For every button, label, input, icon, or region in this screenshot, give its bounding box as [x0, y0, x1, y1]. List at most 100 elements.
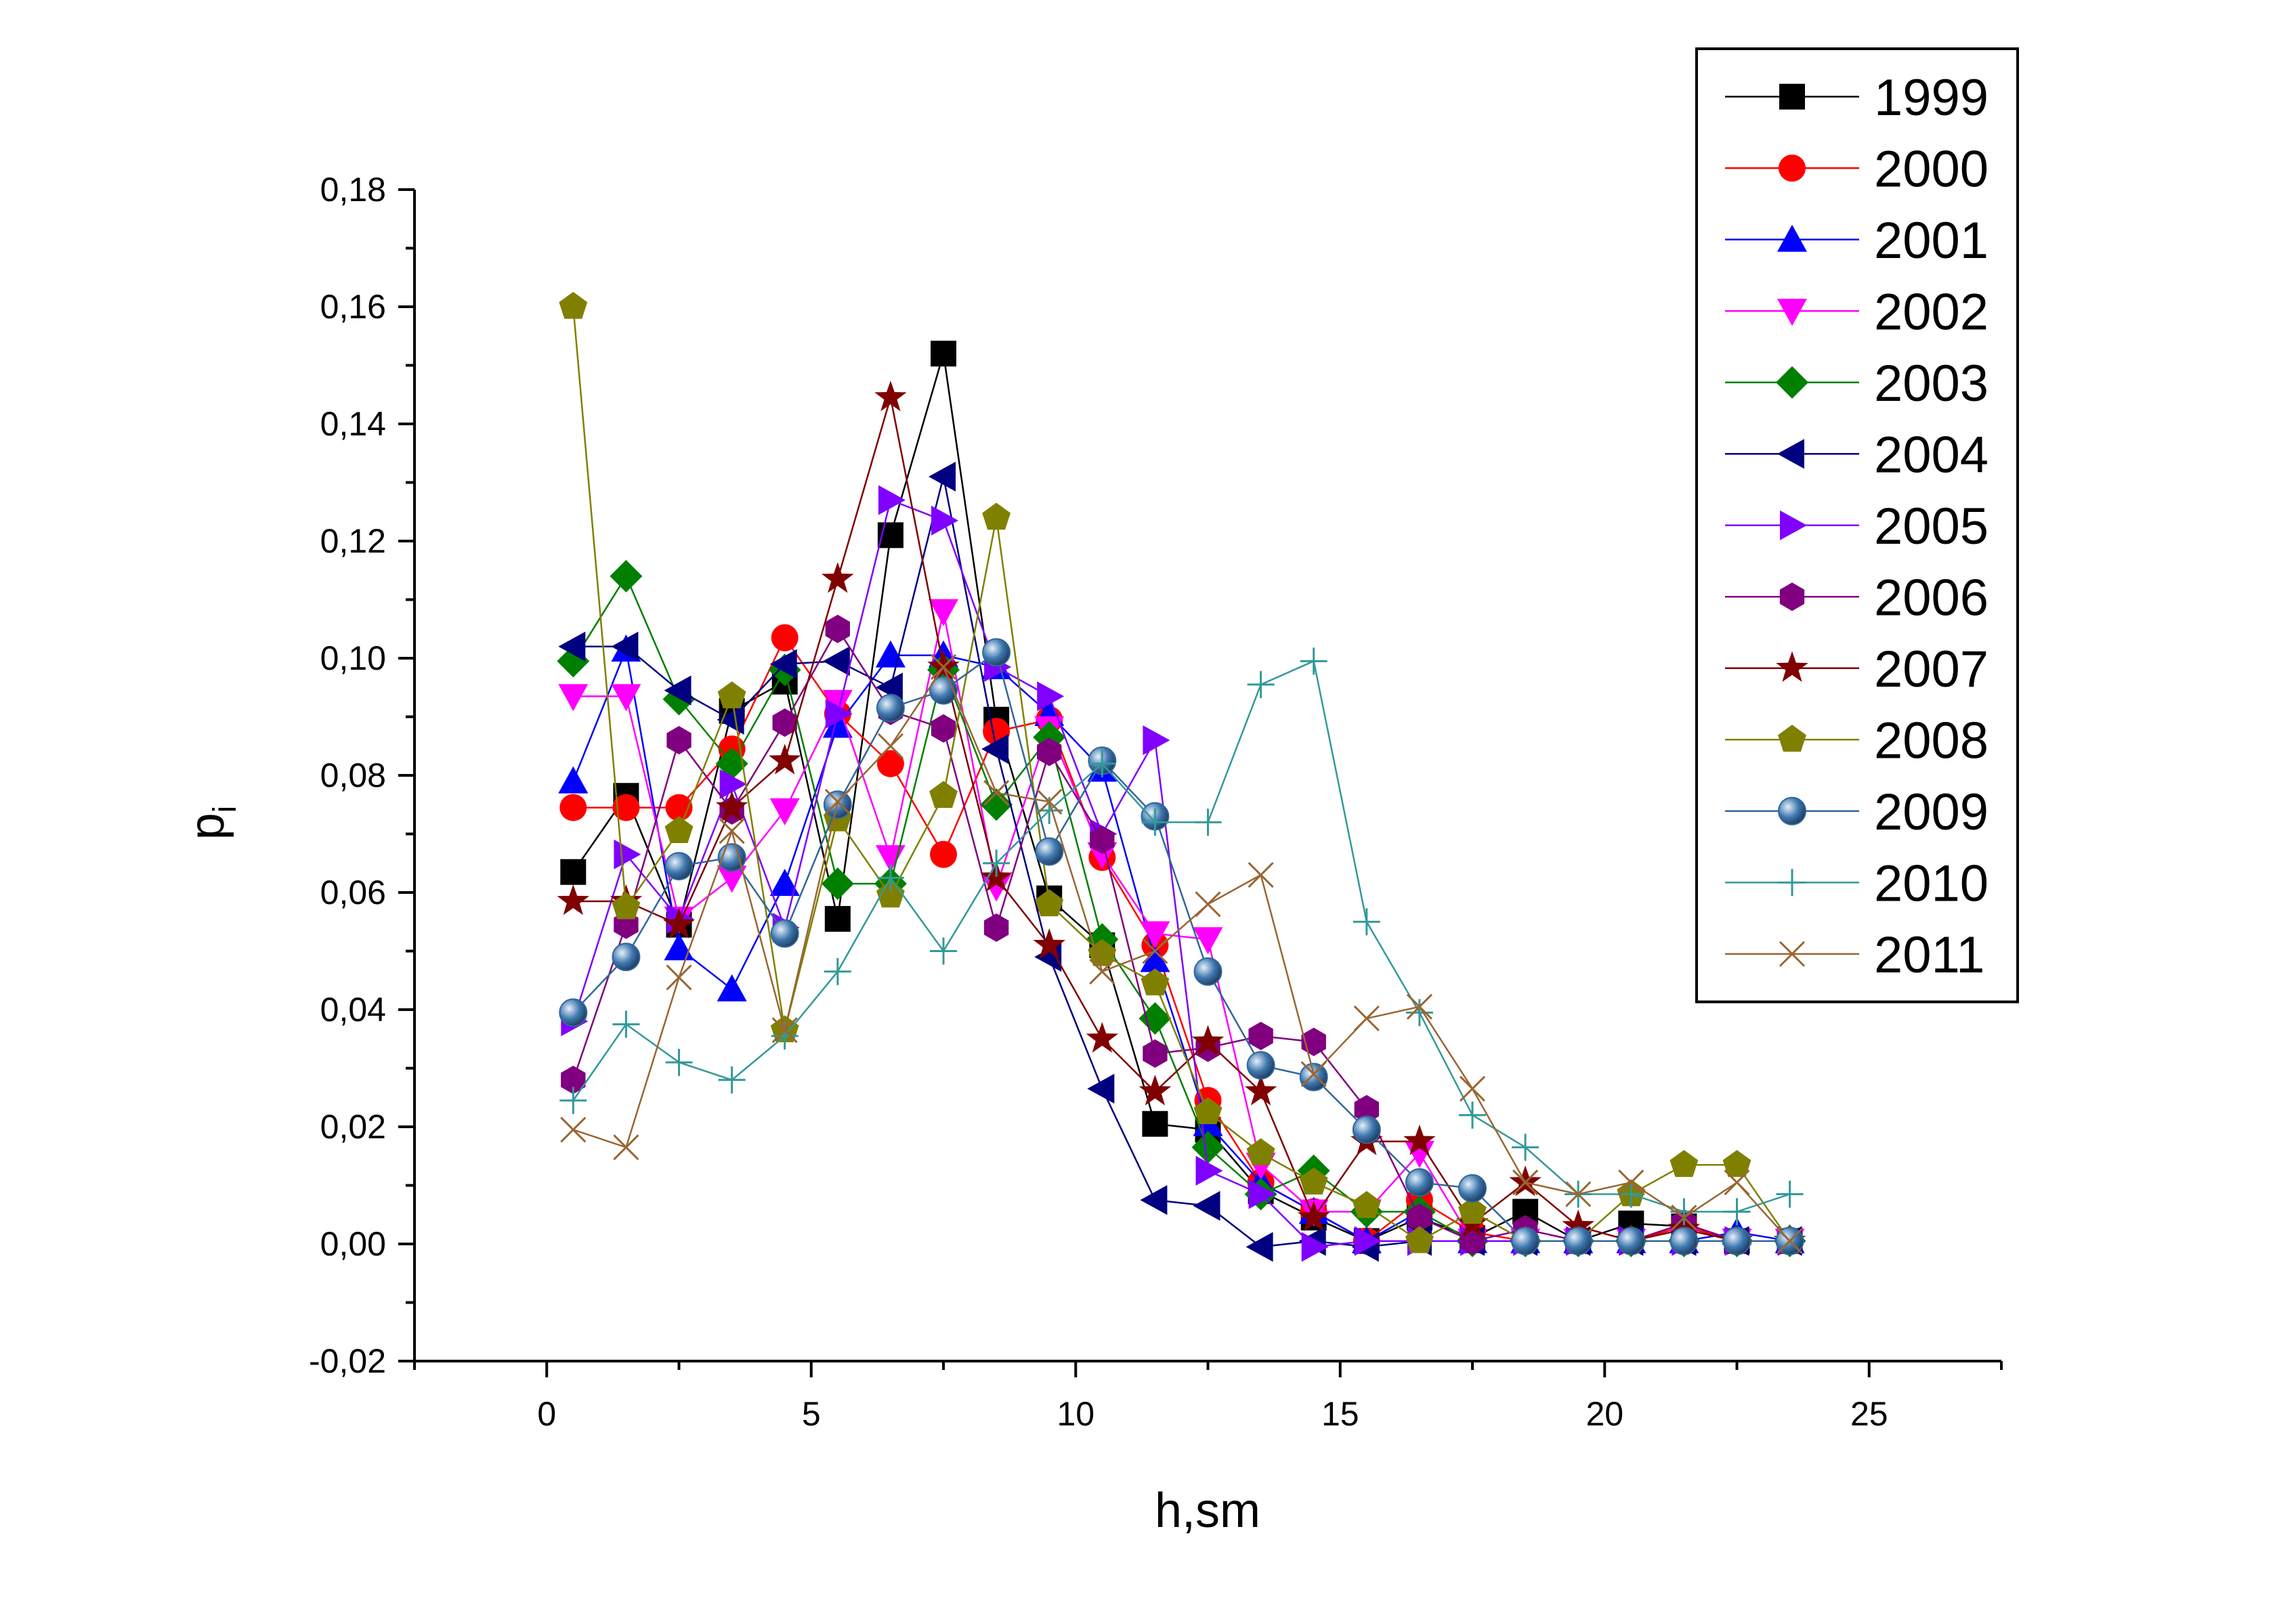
- legend-label: 2011: [1874, 926, 1984, 984]
- data-point-2010: [665, 1048, 693, 1076]
- data-point-2002: [717, 865, 747, 893]
- data-point-1999: [560, 859, 587, 885]
- data-point-2002: [611, 684, 641, 712]
- data-point-2011: [1512, 1169, 1539, 1196]
- data-point-2009: [1617, 1226, 1646, 1255]
- data-point-2008: [1722, 1150, 1751, 1178]
- data-point-2008: [1246, 1138, 1275, 1165]
- data-point-2005: [1248, 1179, 1276, 1209]
- data-point-2001: [1140, 945, 1170, 972]
- data-point-2000: [876, 750, 904, 777]
- data-point-2006: [1037, 737, 1062, 767]
- data-point-2004: [1140, 1185, 1168, 1216]
- data-point-2011: [1671, 1205, 1697, 1231]
- legend-item-2002: 2002: [1725, 283, 1989, 341]
- legend-item-2009: 2009: [1725, 783, 1989, 841]
- legend-item-2008: 2008: [1725, 712, 1989, 769]
- data-point-2007: [1033, 928, 1065, 960]
- data-point-2011: [1353, 1005, 1380, 1032]
- data-point-2011: [983, 779, 1010, 806]
- data-point-2003: [662, 683, 696, 716]
- y-tick-label: 0,00: [320, 1225, 386, 1263]
- data-point-2004: [558, 631, 586, 662]
- legend: 1999 2000 2001 2002 2003 2004 2005 2006 2007 2008…: [1695, 47, 2019, 1004]
- data-point-2010: [1353, 908, 1380, 936]
- y-tick-label: 0,18: [320, 171, 386, 209]
- data-point-2011: [613, 1134, 639, 1161]
- data-point-2006: [772, 708, 797, 737]
- data-point-2000: [559, 794, 587, 821]
- legend-item-2003: 2003: [1725, 355, 1989, 412]
- data-point-2004: [1246, 1232, 1273, 1262]
- data-point-2007: [768, 744, 801, 775]
- data-point-2007: [927, 649, 960, 681]
- data-point-2011: [1777, 1228, 1803, 1254]
- data-point-2007: [1244, 1075, 1277, 1106]
- data-point-2004: [611, 631, 639, 662]
- data-point-2011: [1036, 788, 1063, 815]
- data-point-2006: [561, 1065, 586, 1094]
- data-point-2005: [614, 839, 641, 869]
- legend-label: 2005: [1874, 498, 1989, 555]
- data-point-2011: [666, 964, 692, 991]
- series-2009: [559, 638, 1804, 1255]
- data-point-2009: [1246, 1051, 1275, 1080]
- data-point-2000: [612, 794, 640, 821]
- data-point-2010: [983, 849, 1011, 877]
- data-point-2005: [1143, 725, 1170, 756]
- data-point-2001: [664, 933, 694, 961]
- data-point-2008: [559, 292, 588, 319]
- legend-item-1999: 1999: [1725, 69, 1989, 127]
- legend-marker: [1779, 83, 1805, 110]
- legend-marker: [1779, 941, 1806, 967]
- data-point-2002: [769, 798, 800, 825]
- series-line-1999: [572, 353, 1790, 1243]
- data-point-2005: [878, 485, 906, 515]
- data-point-2007: [1191, 1025, 1225, 1056]
- y-tick-label: -0,02: [309, 1342, 386, 1380]
- data-point-2011: [771, 1017, 798, 1044]
- series-2008: [559, 292, 1804, 1253]
- data-point-2008: [1088, 939, 1117, 966]
- series-1999: [560, 341, 1803, 1254]
- data-point-2011: [1195, 891, 1221, 918]
- data-point-2010: [559, 1087, 587, 1115]
- data-point-2001: [822, 710, 853, 738]
- y-axis-title-main: p: [180, 813, 234, 840]
- data-point-2010: [1459, 1101, 1486, 1129]
- data-point-2011: [1406, 993, 1432, 1020]
- legend-marker: [1776, 651, 1808, 682]
- data-point-2000: [771, 624, 799, 651]
- series-line-2005: [572, 498, 1790, 1248]
- legend-item-2010: 2010: [1725, 855, 1989, 912]
- data-point-2007: [715, 790, 748, 821]
- data-point-2006: [1143, 1039, 1168, 1068]
- data-point-2005: [1354, 1226, 1382, 1256]
- legend-item-2004: 2004: [1725, 426, 1989, 483]
- data-point-2008: [1193, 1097, 1223, 1125]
- data-point-1999: [1142, 1111, 1168, 1137]
- data-point-2008: [717, 681, 746, 709]
- x-tick-label: 20: [1586, 1395, 1623, 1433]
- data-point-2001: [717, 974, 747, 1002]
- data-point-2008: [982, 502, 1011, 530]
- legend-item-2011: 2011: [1725, 926, 1984, 984]
- data-point-2011: [1724, 1169, 1750, 1196]
- series-line-2009: [572, 651, 1790, 1242]
- data-point-2010: [1617, 1180, 1645, 1208]
- data-point-2008: [1458, 1197, 1487, 1224]
- data-point-1999: [824, 905, 851, 932]
- y-tick-label: 0,14: [320, 405, 386, 443]
- data-point-2010: [1247, 670, 1275, 698]
- data-point-2007: [1562, 1209, 1594, 1241]
- legend-marker: [1777, 224, 1807, 252]
- data-point-2010: [876, 864, 904, 892]
- data-point-2009: [876, 693, 905, 723]
- legend-label: 2000: [1874, 140, 1989, 198]
- x-tick-label: 25: [1850, 1395, 1888, 1433]
- series-line-2007: [573, 397, 1790, 1242]
- data-point-2008: [612, 892, 641, 920]
- data-point-2011: [1459, 1075, 1486, 1102]
- data-point-2002: [822, 689, 853, 717]
- data-point-2010: [1088, 750, 1116, 777]
